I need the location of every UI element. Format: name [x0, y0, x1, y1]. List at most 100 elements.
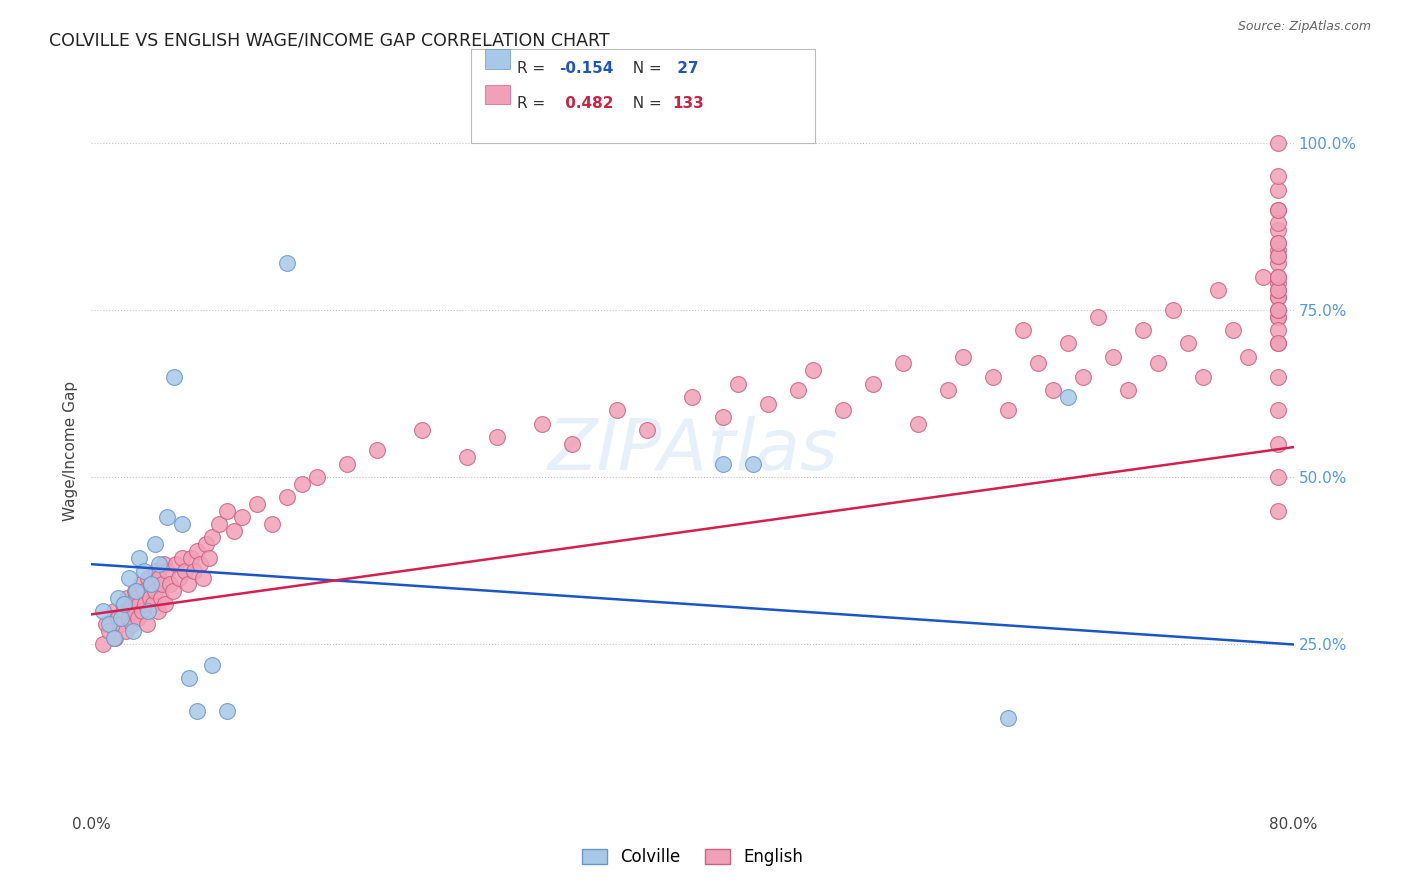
Point	[336, 457, 359, 471]
Point	[246, 497, 269, 511]
Legend: Colville, English: Colville, English	[575, 842, 810, 873]
Point	[159, 577, 181, 591]
Point	[1267, 269, 1289, 284]
Point	[197, 550, 219, 565]
Point	[1102, 350, 1125, 364]
Point	[150, 577, 173, 591]
Point	[1267, 310, 1289, 324]
Point	[188, 557, 211, 572]
Point	[180, 550, 202, 565]
Point	[176, 577, 198, 591]
Point	[1132, 323, 1154, 337]
Point	[1267, 243, 1289, 257]
Point	[711, 457, 734, 471]
Point	[1267, 283, 1289, 297]
Point	[110, 617, 132, 632]
Point	[1267, 202, 1289, 217]
Point	[128, 550, 150, 565]
Point	[486, 430, 509, 444]
Point	[231, 510, 253, 524]
Point	[366, 443, 388, 458]
Point	[114, 598, 136, 612]
Point	[981, 369, 1004, 384]
Point	[531, 417, 554, 431]
Point	[177, 671, 200, 685]
Point	[93, 637, 115, 651]
Point	[1267, 202, 1289, 217]
Point	[138, 571, 160, 585]
Point	[1267, 223, 1289, 237]
Point	[115, 624, 138, 639]
Text: 27: 27	[672, 61, 699, 76]
Point	[831, 403, 853, 417]
Point	[132, 584, 155, 599]
Point	[1267, 289, 1289, 303]
Point	[801, 363, 824, 377]
Point	[103, 631, 125, 645]
Point	[139, 591, 162, 605]
Point	[1026, 356, 1049, 371]
Point	[411, 424, 433, 438]
Point	[134, 598, 156, 612]
Point	[148, 557, 170, 572]
Point	[98, 624, 121, 639]
Point	[727, 376, 749, 391]
Point	[1057, 336, 1080, 351]
Point	[129, 577, 152, 591]
Point	[93, 604, 115, 618]
Point	[110, 611, 132, 625]
Point	[1267, 289, 1289, 303]
Point	[1267, 303, 1289, 318]
Point	[1267, 336, 1289, 351]
Point	[756, 396, 779, 410]
Point	[1267, 277, 1289, 291]
Text: R =: R =	[517, 61, 551, 76]
Point	[96, 617, 118, 632]
Point	[201, 530, 224, 544]
Point	[104, 631, 127, 645]
Point	[1267, 236, 1289, 251]
Point	[681, 390, 703, 404]
Point	[1208, 283, 1230, 297]
Text: R =: R =	[517, 96, 551, 112]
Point	[1161, 303, 1184, 318]
Point	[125, 591, 148, 605]
Point	[1267, 216, 1289, 230]
Point	[561, 436, 583, 450]
Point	[118, 611, 141, 625]
Point	[1267, 256, 1289, 270]
Point	[711, 410, 734, 425]
Point	[936, 384, 959, 398]
Point	[215, 503, 238, 517]
Point	[224, 524, 246, 538]
Point	[111, 598, 134, 612]
Point	[155, 510, 177, 524]
Point	[1267, 169, 1289, 184]
Point	[1267, 250, 1289, 264]
Point	[152, 557, 174, 572]
Point	[1267, 436, 1289, 450]
Point	[1192, 369, 1215, 384]
Text: N =: N =	[623, 96, 666, 112]
Point	[1087, 310, 1109, 324]
Point	[786, 384, 808, 398]
Text: ZIPAtlas: ZIPAtlas	[547, 416, 838, 485]
Point	[305, 470, 328, 484]
Point	[142, 598, 165, 612]
Point	[155, 564, 177, 578]
Point	[201, 657, 224, 672]
Point	[103, 604, 125, 618]
Point	[862, 376, 884, 391]
Point	[456, 450, 478, 465]
Point	[1267, 403, 1289, 417]
Point	[143, 537, 166, 551]
Point	[952, 350, 974, 364]
Point	[1267, 269, 1289, 284]
Point	[121, 617, 143, 632]
Point	[1222, 323, 1244, 337]
Point	[132, 564, 155, 578]
Point	[1267, 369, 1289, 384]
Point	[167, 571, 190, 585]
Point	[208, 517, 231, 532]
Point	[1237, 350, 1260, 364]
